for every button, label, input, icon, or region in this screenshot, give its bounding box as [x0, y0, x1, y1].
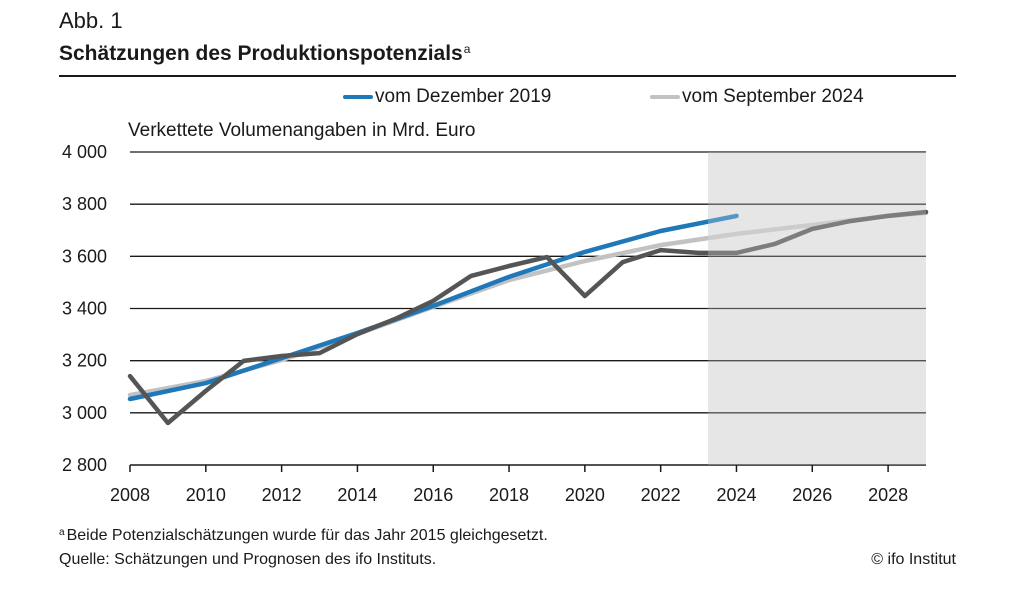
title-divider: [59, 75, 956, 77]
legend-label: vom Dezember 2019: [375, 86, 552, 107]
x-tick-label: 2022: [641, 485, 681, 505]
x-tick-label: 2026: [792, 485, 832, 505]
title-footnote-marker: a: [463, 42, 471, 56]
footnote-text: Beide Potenzialschätzungen wurde für das…: [66, 527, 548, 544]
x-tick-label: 2020: [565, 485, 605, 505]
legend-label: vom September 2024: [682, 86, 864, 107]
legend-swatch-gray: [650, 95, 680, 99]
chart-title-text: Schätzungen des Produktionspotenzials: [59, 42, 463, 65]
x-tick-label: 2014: [337, 485, 377, 505]
y-tick-label: 3 000: [62, 403, 107, 423]
series-line-vom-dezember-2019: [127, 213, 739, 402]
y-tick-label: 3 200: [62, 351, 107, 371]
x-tick-label: 2028: [868, 485, 908, 505]
copyright: © ifo Institut: [871, 551, 956, 568]
forecast-overlay: [708, 152, 926, 465]
legend-item-september-2024: vom September 2024: [650, 86, 864, 108]
footnote-marker: a: [59, 527, 65, 538]
y-tick-label: 3 600: [62, 246, 107, 266]
x-tick-label: 2016: [413, 485, 453, 505]
y-tick-label: 3 400: [62, 299, 107, 319]
y-tick-label: 4 000: [62, 142, 107, 162]
y-tick-label: 3 800: [62, 194, 107, 214]
x-tick-label: 2018: [489, 485, 529, 505]
y-tick-label: 2 800: [62, 455, 107, 475]
footnote: a Beide Potenzialschätzungen wurde für da…: [59, 527, 548, 545]
x-tick-label: 2012: [262, 485, 302, 505]
x-tick-label: 2024: [716, 485, 756, 505]
source-note: Quelle: Schätzungen und Prognosen des if…: [59, 551, 437, 568]
y-axis-unit-label: Verkettete Volumenangaben in Mrd. Euro: [128, 120, 476, 141]
x-tick-label: 2008: [110, 485, 150, 505]
legend-swatch-blue: [343, 95, 373, 99]
series-line-bruttoinlandsprodukt-ist-prognose: [127, 209, 929, 426]
chart-title: Schätzungen des Produktionspotenzialsa: [59, 42, 470, 66]
figure-label: Abb. 1: [59, 8, 123, 33]
x-tick-label: 2010: [186, 485, 226, 505]
legend-item-dezember-2019: vom Dezember 2019: [343, 86, 551, 108]
